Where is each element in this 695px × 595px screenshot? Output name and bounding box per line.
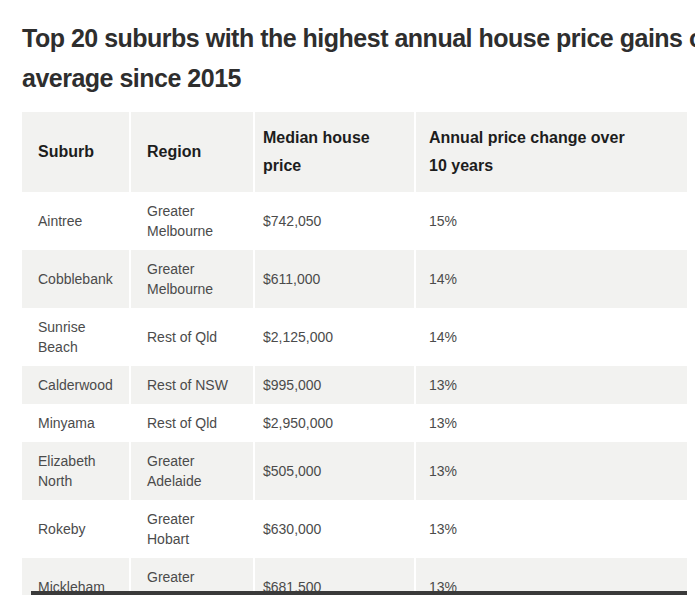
cell-annual-change: 13% bbox=[415, 500, 687, 558]
cell-region: Rest of Qld bbox=[130, 404, 254, 442]
cell-median-price: $505,000 bbox=[254, 442, 415, 500]
column-header-annual-change-label: Annual price change over 10 years bbox=[429, 124, 634, 180]
cell-annual-change: 13% bbox=[415, 442, 687, 500]
table-row: Aintree Greater Melbourne $742,050 15% bbox=[22, 192, 687, 250]
cell-suburb: Mickleham bbox=[22, 558, 130, 595]
column-header-suburb: Suburb bbox=[22, 112, 130, 192]
below-fold-element-edge bbox=[31, 591, 687, 595]
cell-region: Greater Melbourne bbox=[130, 558, 254, 595]
table-row: Calderwood Rest of NSW $995,000 13% bbox=[22, 366, 687, 404]
cell-region: Rest of Qld bbox=[130, 308, 254, 366]
cell-suburb: Cobblebank bbox=[22, 250, 130, 308]
cell-annual-change: 13% bbox=[415, 404, 687, 442]
cell-region: Greater Melbourne bbox=[130, 192, 254, 250]
cell-suburb: Rokeby bbox=[22, 500, 130, 558]
cell-median-price: $611,000 bbox=[254, 250, 415, 308]
cell-suburb: Aintree bbox=[22, 192, 130, 250]
page-title: Top 20 suburbs with the highest annual h… bbox=[22, 18, 682, 98]
cell-region: Greater Adelaide bbox=[130, 442, 254, 500]
table-row: Sunrise Beach Rest of Qld $2,125,000 14% bbox=[22, 308, 687, 366]
page-title-line1: Top 20 suburbs with the highest annual h… bbox=[22, 18, 682, 58]
table-row: Elizabeth North Greater Adelaide $505,00… bbox=[22, 442, 687, 500]
cell-suburb: Elizabeth North bbox=[22, 442, 130, 500]
column-header-median-price: Median house price bbox=[254, 112, 415, 192]
table-body: Aintree Greater Melbourne $742,050 15% C… bbox=[22, 192, 687, 595]
cell-annual-change: 14% bbox=[415, 308, 687, 366]
table-row: Rokeby Greater Hobart $630,000 13% bbox=[22, 500, 687, 558]
cell-region: Greater Melbourne bbox=[130, 250, 254, 308]
cell-annual-change: 13% bbox=[415, 558, 687, 595]
column-header-region: Region bbox=[130, 112, 254, 192]
table-header: Suburb Region Median house price Annual … bbox=[22, 112, 687, 192]
article-page: Top 20 suburbs with the highest annual h… bbox=[0, 0, 695, 595]
cell-suburb: Minyama bbox=[22, 404, 130, 442]
cell-region: Rest of NSW bbox=[130, 366, 254, 404]
cell-region: Greater Hobart bbox=[130, 500, 254, 558]
cell-median-price: $742,050 bbox=[254, 192, 415, 250]
cell-suburb: Sunrise Beach bbox=[22, 308, 130, 366]
column-header-region-label: Region bbox=[147, 138, 201, 166]
cell-annual-change: 13% bbox=[415, 366, 687, 404]
table-row: Mickleham Greater Melbourne $681,500 13% bbox=[22, 558, 687, 595]
column-header-median-price-label: Median house price bbox=[263, 124, 375, 180]
cell-annual-change: 15% bbox=[415, 192, 687, 250]
table-header-row: Suburb Region Median house price Annual … bbox=[22, 112, 687, 192]
cell-median-price: $2,950,000 bbox=[254, 404, 415, 442]
cell-median-price: $630,000 bbox=[254, 500, 415, 558]
cell-median-price: $2,125,000 bbox=[254, 308, 415, 366]
column-header-suburb-label: Suburb bbox=[38, 138, 94, 166]
page-title-line2: average since 2015 bbox=[22, 58, 682, 98]
cell-median-price: $995,000 bbox=[254, 366, 415, 404]
cell-median-price: $681,500 bbox=[254, 558, 415, 595]
cell-suburb: Calderwood bbox=[22, 366, 130, 404]
column-header-annual-change: Annual price change over 10 years bbox=[415, 112, 687, 192]
suburbs-table: Suburb Region Median house price Annual … bbox=[22, 112, 687, 595]
table-row: Minyama Rest of Qld $2,950,000 13% bbox=[22, 404, 687, 442]
table-row: Cobblebank Greater Melbourne $611,000 14… bbox=[22, 250, 687, 308]
cell-annual-change: 14% bbox=[415, 250, 687, 308]
